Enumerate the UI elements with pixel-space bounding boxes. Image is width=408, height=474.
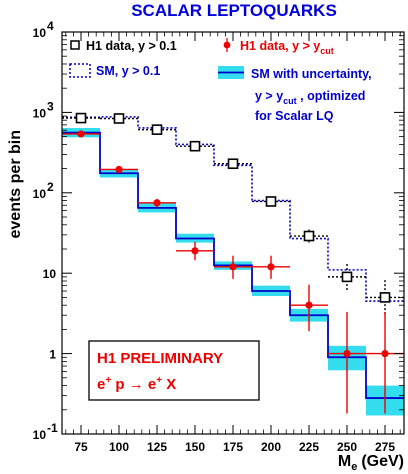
y-tick-label-5: 10 [33, 26, 47, 40]
open-square-marker-2 [151, 124, 163, 135]
x-tick-label-6: 225 [299, 440, 319, 454]
legend-entry-3-text: SM with uncertainty, [251, 67, 372, 81]
chart-title: SCALAR LEPTOQUARKS [131, 1, 337, 20]
y-tick-exponent-5: 4 [47, 19, 54, 33]
open-square-marker-7 [341, 271, 353, 283]
h1-data-y-gt-0.1-point-1 [100, 113, 138, 124]
h1-data-y-gt-0.1-point-0 [62, 112, 100, 124]
h1-data-y-gt-0.1-point-4 [214, 158, 252, 170]
open-square-marker-3 [189, 140, 201, 152]
legend-entry-0: H1 data, y > 0.1 [86, 39, 177, 53]
x-tick-label-0: 75 [74, 440, 88, 454]
legend-entry-4-sub: cut [283, 96, 297, 106]
h1-data-y-gt-ycut-point-0 [62, 130, 100, 138]
legend-red-dot-icon [223, 41, 231, 49]
legend-entry-1-sub: cut [320, 46, 334, 56]
h1-data-y-gt-ycut-point-4 [214, 255, 252, 279]
x-tick-label-8: 275 [375, 440, 395, 454]
legend-entry-4-text: y > y [255, 89, 283, 103]
anno-e2: e [144, 376, 157, 393]
sm-histogram-y-gt-0.1 [62, 116, 404, 302]
y-axis-label: events per bin [7, 130, 24, 238]
legend-open-square-icon [70, 40, 80, 50]
h1-data-y-gt-0.1-point-6 [290, 229, 328, 243]
h1-data-y-gt-ycut-point-5 [252, 255, 290, 279]
x-axis-label-unit: (GeV) [361, 453, 404, 470]
open-square-marker-4 [227, 158, 239, 170]
annotation-line1: H1 PRELIMINARY [97, 350, 223, 367]
y-tick-label-0: 10 [33, 428, 47, 442]
legend-entry-1: H1 data, y > ycut [240, 39, 334, 56]
y-tick-label-4: 10 [33, 106, 47, 120]
y-tick-label-3: 10 [33, 187, 47, 201]
x-tick-label-2: 125 [147, 440, 167, 454]
annotation-line2: e+ p → e+ X [97, 375, 176, 393]
h1-data-y-gt-ycut-point-3 [176, 241, 214, 261]
filled-circle-marker-7 [343, 350, 351, 358]
data-points [62, 112, 404, 414]
legend-entry-2-text: SM, y > 0.1 [96, 64, 160, 78]
y-tick-exponent-0: -1 [47, 421, 58, 435]
anno-e: e [97, 376, 105, 393]
legend-entry-3: SM with uncertainty, [251, 67, 372, 81]
x-axis-label-sub: e [351, 461, 357, 473]
filled-circle-marker-5 [267, 263, 275, 271]
open-square-marker-0 [75, 112, 87, 124]
open-square-marker-8 [379, 292, 391, 303]
x-axis-label-main: M [338, 453, 351, 470]
y-tick-label-1: 1 [49, 348, 56, 362]
legend-entry-0-text: H1 data, y > 0.1 [86, 39, 177, 53]
x-tick-label-7: 250 [337, 440, 357, 454]
h1-data-y-gt-0.1-point-3 [176, 140, 214, 152]
filled-circle-marker-8 [381, 350, 389, 358]
x-tick-label-5: 200 [261, 440, 281, 454]
anno-sup1: + [105, 375, 111, 386]
x-tick-label-4: 175 [223, 440, 243, 454]
y-tick-exponent-4: 3 [47, 99, 54, 113]
legend-entry-4-tail: , optimized [297, 89, 366, 103]
open-square-marker-5 [265, 196, 277, 207]
anno-mid: p [111, 376, 129, 393]
legend-entry-1-text: H1 data, y > y [240, 39, 320, 53]
filled-circle-marker-2 [153, 199, 161, 207]
filled-circle-marker-6 [305, 301, 313, 309]
anno-sup2: + [156, 375, 162, 386]
h1-data-y-gt-ycut-point-2 [138, 198, 176, 208]
filled-circle-marker-0 [77, 130, 85, 138]
h1-data-y-gt-0.1-point-5 [252, 196, 290, 207]
y-tick-exponent-3: 2 [47, 180, 54, 194]
h1-data-y-gt-ycut-point-7 [328, 311, 366, 414]
x-tick-label-3: 150 [185, 440, 205, 454]
x-axis-label: Me (GeV) [338, 453, 404, 473]
h1-data-y-gt-0.1-point-2 [138, 124, 176, 135]
filled-circle-marker-1 [115, 165, 123, 174]
y-tick-label-2: 10 [43, 267, 57, 281]
anno-arrow: → [129, 376, 144, 393]
h1-data-y-gt-ycut-point-6 [290, 284, 328, 332]
filled-circle-marker-3 [191, 247, 199, 255]
anno-tail: X [162, 376, 176, 393]
h1-data-y-gt-0.1-point-8 [366, 280, 404, 317]
h1-data-y-gt-0.1-point-7 [328, 264, 366, 292]
legend-entry-4: y > ycut , optimized [255, 89, 365, 106]
legend-entry-5-text: for Scalar LQ [255, 109, 334, 123]
h1-data-y-gt-ycut-point-1 [100, 165, 138, 174]
filled-circle-marker-4 [229, 263, 237, 271]
legend-entry-2: SM, y > 0.1 [96, 64, 160, 78]
annotation-frame [88, 340, 260, 401]
legend-dotted-box-icon [69, 63, 91, 78]
open-square-marker-1 [113, 113, 125, 124]
x-tick-label-1: 100 [109, 440, 129, 454]
legend-entry-5: for Scalar LQ [255, 109, 334, 123]
open-square-marker-6 [303, 230, 315, 242]
